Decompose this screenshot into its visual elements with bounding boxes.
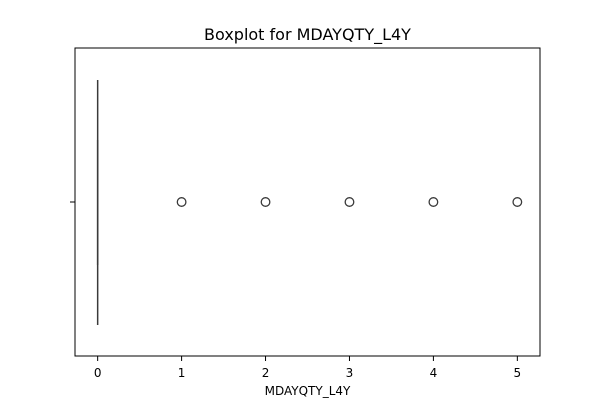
x-tick-label: 5 <box>514 366 522 380</box>
outlier-point <box>428 197 439 207</box>
x-tick-label: 0 <box>94 366 102 380</box>
outlier-layer <box>176 197 523 207</box>
x-tick-layer: 0 1 2 3 4 5 <box>94 356 521 380</box>
outlier-point <box>260 197 271 207</box>
x-tick-label: 1 <box>178 366 186 380</box>
chart-title: Boxplot for MDAYQTY_L4Y <box>204 25 411 45</box>
outlier-point <box>344 197 355 207</box>
plot-area-frame <box>74 47 541 357</box>
outlier-point <box>176 197 187 207</box>
x-tick-label: 2 <box>262 366 270 380</box>
outlier-point <box>512 197 523 207</box>
x-axis-label: MDAYQTY_L4Y <box>265 384 351 398</box>
x-tick-label: 3 <box>346 366 354 380</box>
x-tick-label: 4 <box>430 366 438 380</box>
